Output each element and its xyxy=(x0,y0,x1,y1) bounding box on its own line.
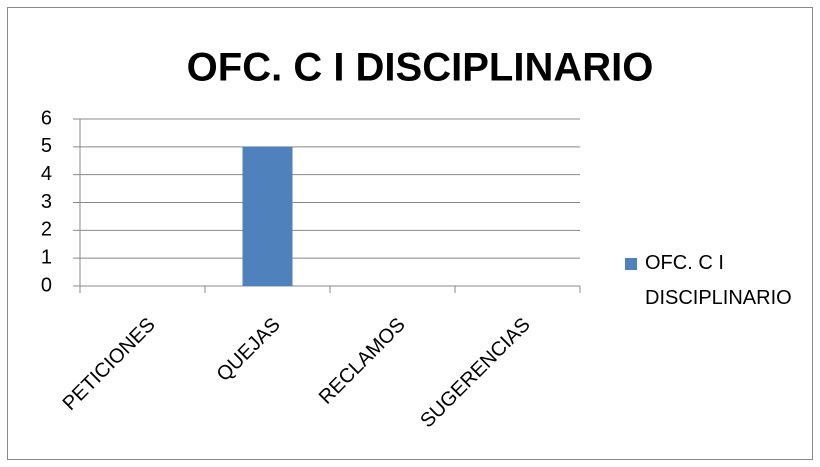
y-tick-label: 4 xyxy=(41,163,52,185)
y-tick-label: 0 xyxy=(41,274,52,296)
bar xyxy=(242,146,293,286)
legend-label: OFC. C I DISCIPLINARIO xyxy=(645,252,792,309)
y-tick-label: 1 xyxy=(41,246,52,268)
y-tick-label: 3 xyxy=(41,191,52,213)
y-tick-label: 2 xyxy=(41,219,52,241)
chart-border xyxy=(7,7,813,460)
legend-swatch xyxy=(625,258,637,270)
chart-title: OFC. C I DISCIPLINARIO xyxy=(187,46,654,90)
y-tick-label: 5 xyxy=(41,135,52,157)
y-tick-label: 6 xyxy=(41,107,52,129)
